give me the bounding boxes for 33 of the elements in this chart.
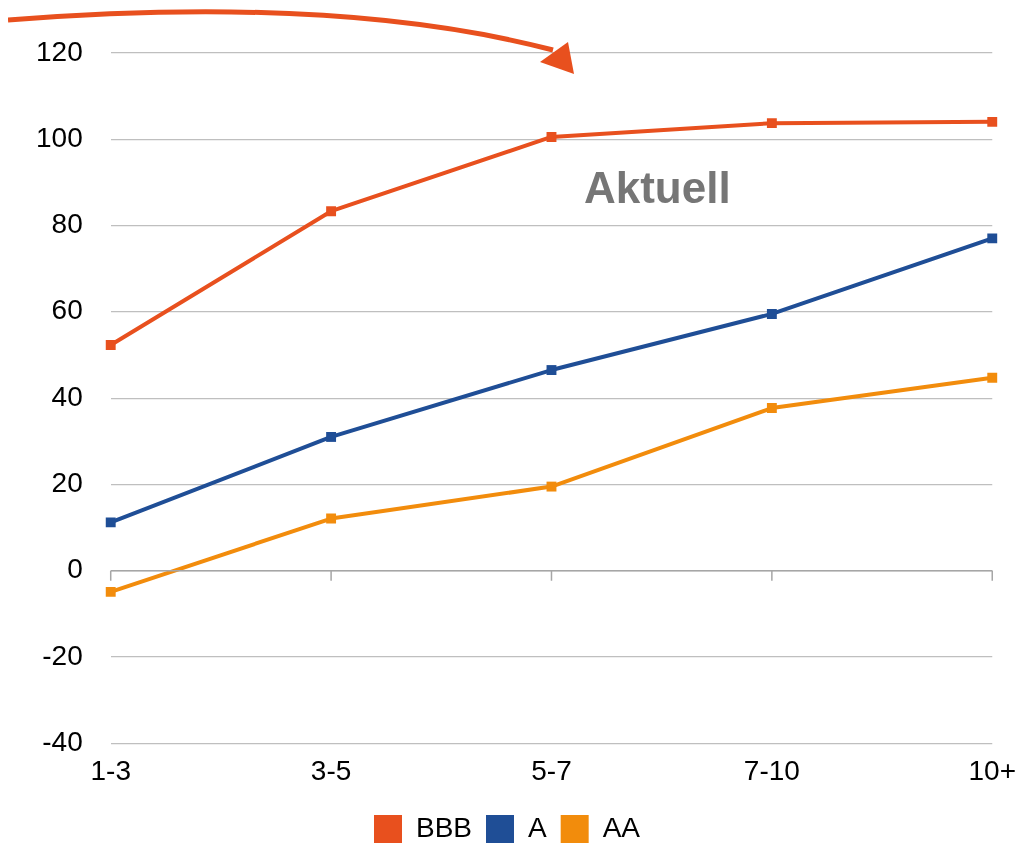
x-tick-label: 10+ [968,754,1016,786]
x-tick-label: 3-5 [310,754,352,786]
point [766,403,777,413]
y-tick-label: 120 [36,35,83,67]
x-tick-label: 1-3 [90,754,131,786]
point [326,206,337,217]
y-tick-label: 60 [51,294,83,326]
point [766,308,777,319]
y-tick-label: -40 [42,726,83,758]
point [326,432,337,442]
point [987,233,998,244]
point [987,116,998,127]
point [546,365,557,375]
x-tick-label: 5-7 [531,754,572,786]
annotation: Aktuell [583,163,731,213]
point [546,132,557,142]
legend-label: AA [602,811,641,843]
point [326,513,337,524]
y-tick-label: -20 [42,639,83,671]
y-tick-label: 100 [36,121,83,153]
point [987,372,998,383]
x-tick-label: 7-10 [743,754,800,786]
point [546,481,557,492]
point [105,340,116,350]
legend-label: A [528,811,547,843]
legend-label: BBB [415,811,472,843]
point [105,586,116,597]
y-tick-label: 0 [67,553,83,585]
y-tick-label: 40 [51,380,83,412]
point [105,517,116,528]
point [766,118,777,129]
y-tick-label: 80 [51,208,83,240]
y-tick-label: 20 [51,467,83,499]
